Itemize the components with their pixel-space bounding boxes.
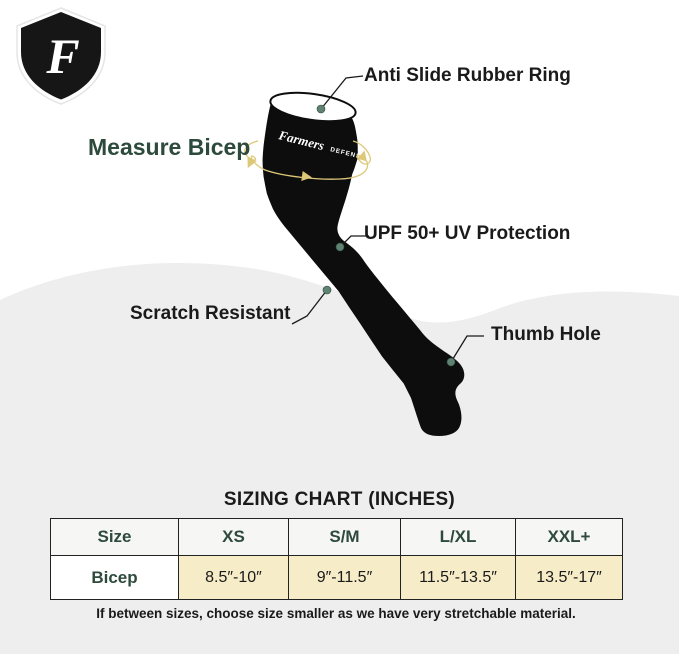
svg-text:Measure Bicep: Measure Bicep xyxy=(88,134,250,160)
svg-text:UPF 50+ UV Protection: UPF 50+ UV Protection xyxy=(364,223,570,244)
svg-text:Scratch Resistant: Scratch Resistant xyxy=(130,303,291,324)
svg-text:Anti Slide Rubber Ring: Anti Slide Rubber Ring xyxy=(364,65,571,86)
svg-text:F: F xyxy=(45,28,79,84)
svg-text:Thumb Hole: Thumb Hole xyxy=(491,324,601,345)
